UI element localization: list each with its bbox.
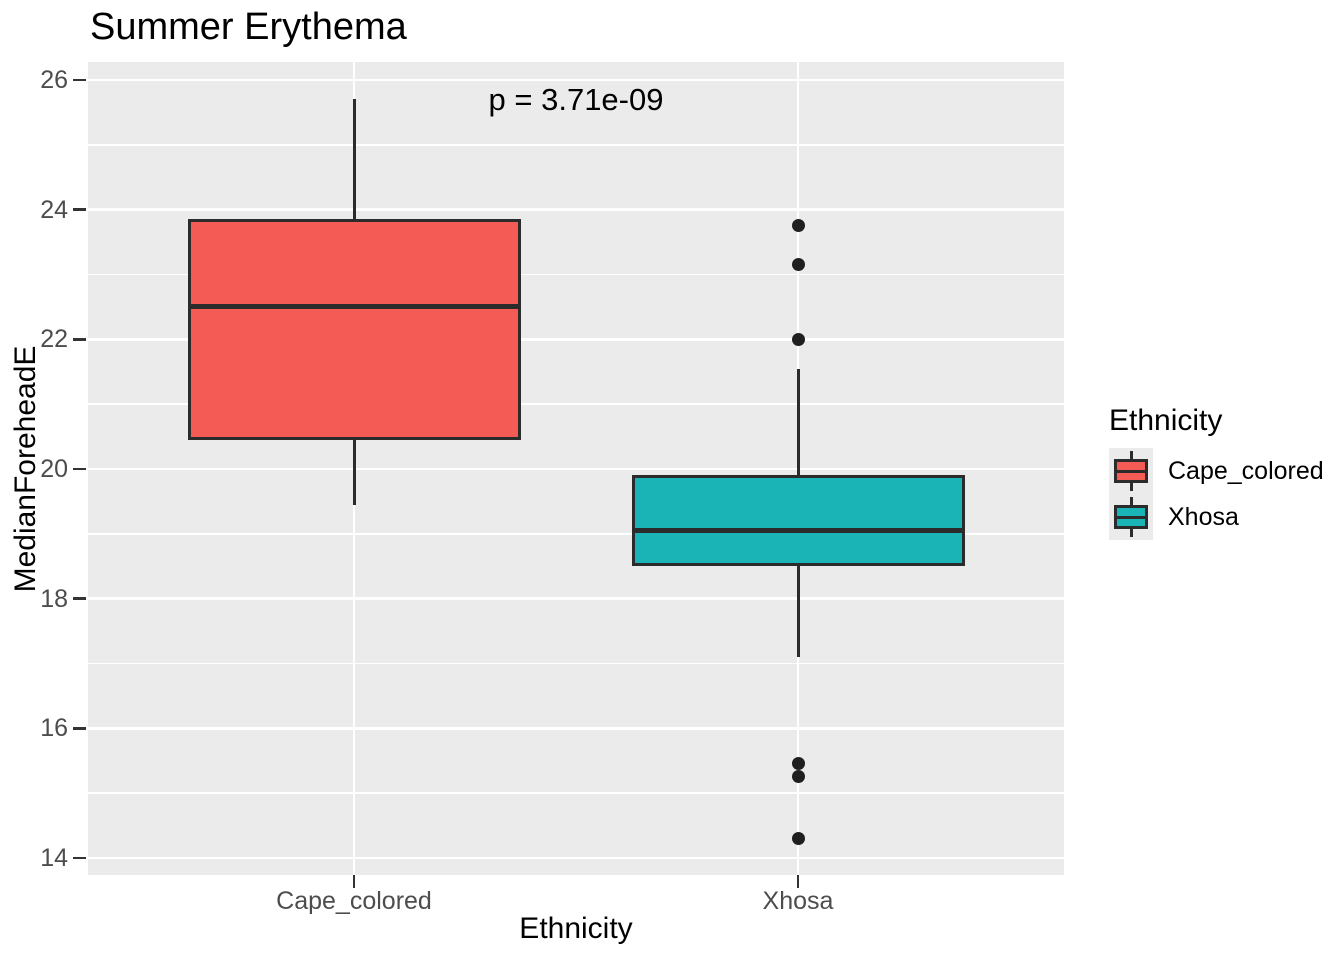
y-tick-mark	[73, 856, 86, 860]
gridline-major	[88, 727, 1064, 730]
y-tick-mark	[73, 208, 86, 211]
gridline-minor	[88, 662, 1064, 665]
boxplot-box	[187, 219, 521, 440]
outlier-point	[791, 219, 805, 233]
y-tick-label: 16	[40, 714, 68, 743]
legend: Ethnicity Cape_colored Xhosa	[1109, 404, 1324, 540]
y-tick-mark	[73, 727, 86, 730]
gridline-minor	[88, 403, 1064, 405]
y-tick-label: 24	[40, 195, 68, 224]
outlier-point	[791, 770, 805, 784]
y-tick-mark	[73, 597, 86, 600]
boxplot-whisker-lower	[796, 566, 800, 658]
gridline-major	[88, 597, 1064, 600]
legend-label: Xhosa	[1168, 502, 1239, 531]
plot-panel	[88, 62, 1064, 875]
y-tick-mark	[73, 78, 86, 82]
legend-label: Cape_colored	[1168, 456, 1324, 485]
y-tick-label: 22	[40, 325, 68, 354]
y-tick-label: 20	[40, 455, 68, 483]
gridline-minor	[88, 792, 1064, 794]
gridline-minor	[88, 144, 1064, 146]
y-tick-label: 26	[40, 66, 68, 94]
x-tick-label: Cape_colored	[276, 887, 432, 915]
boxplot-whisker-upper	[796, 368, 800, 476]
legend-key	[1109, 448, 1153, 494]
legend-key-boxplot-icon	[1114, 505, 1148, 529]
legend-key-median	[1117, 516, 1145, 519]
y-tick-mark	[73, 467, 86, 471]
outlier-point	[791, 258, 805, 272]
legend-key-median	[1117, 470, 1145, 473]
legend-entry: Cape_colored	[1109, 448, 1324, 494]
y-tick-mark	[73, 338, 86, 341]
y-axis-title: MedianForeheadE	[9, 345, 42, 593]
gridline-minor	[88, 533, 1064, 535]
outlier-point	[791, 332, 805, 346]
outlier-point	[791, 757, 805, 771]
outlier-point	[791, 832, 805, 846]
gridline-major	[88, 856, 1064, 860]
boxplot-whisker-upper	[352, 99, 356, 220]
gridline-minor	[88, 273, 1064, 276]
legend-entry: Xhosa	[1109, 494, 1324, 540]
legend-key	[1109, 494, 1153, 540]
y-tick-label: 18	[40, 584, 68, 613]
gridline-major	[88, 467, 1064, 471]
gridline-major	[88, 78, 1064, 82]
boxplot-median-line	[190, 304, 518, 310]
x-tick-label: Xhosa	[762, 887, 834, 915]
p-value-annotation: p = 3.71e-09	[488, 82, 664, 117]
legend-title: Ethnicity	[1109, 404, 1223, 437]
y-tick-label: 14	[40, 844, 68, 872]
legend-key-boxplot-icon	[1114, 459, 1148, 483]
gridline-major	[88, 208, 1064, 211]
gridline-major	[88, 338, 1064, 341]
x-axis-title: Ethnicity	[519, 912, 633, 945]
legend-keys: Cape_colored Xhosa	[1109, 448, 1324, 540]
x-tick-mark	[352, 875, 356, 888]
boxplot-whisker-lower	[352, 439, 356, 505]
boxplot-box	[631, 475, 965, 567]
chart-title: Summer Erythema	[90, 6, 407, 48]
boxplot-median-line	[634, 528, 962, 534]
x-tick-mark	[796, 875, 800, 888]
